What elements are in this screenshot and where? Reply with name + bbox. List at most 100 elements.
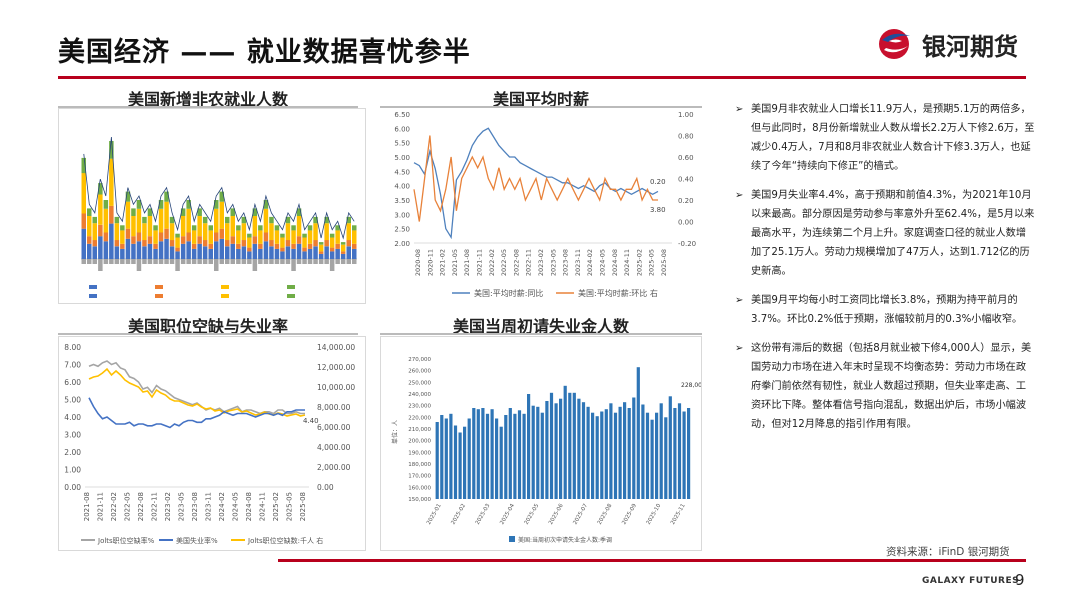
arrow-bullet-icon: ➢ [735, 190, 744, 201]
nfp-bar-segment [291, 230, 296, 244]
nfp-bar-segment [125, 201, 131, 229]
wage-chart-title: 美国平均时薪 [492, 90, 589, 109]
arrow-bullet-icon: ➢ [735, 343, 744, 354]
commentary-item: ➢ 美国9月平均每小时工资同比增长3.8%，预期为持平前月的3.7%。环比0.2%… [735, 291, 1035, 329]
nfp-bar-segment [274, 225, 280, 231]
nfp-bar-segment [109, 141, 114, 159]
nfp-bar-segment [280, 251, 285, 259]
wage-left-tick: 4.50 [394, 168, 410, 176]
wage-x-tick: 2024-11 [623, 249, 631, 276]
claims-y-tick: 150,000 [408, 497, 431, 503]
nfp-bar-segment [142, 246, 147, 259]
nfp-bar-segment [230, 216, 235, 237]
nfp-bar-segment [340, 242, 346, 245]
nfp-bar-segment [329, 237, 335, 248]
nfp-bar-segment [324, 216, 329, 224]
nfp-bar-segment [98, 183, 103, 195]
wage-x-tick: 2021-08 [463, 249, 471, 276]
claims-bar [677, 403, 682, 499]
jolts-x-tick: 2022-11 [151, 492, 159, 521]
nfp-legend-swatch [155, 285, 163, 289]
nfp-bar-segment [208, 225, 213, 231]
nfp-bar-segment [258, 225, 263, 231]
nfp-bar-segment [158, 232, 164, 242]
wage-right-tick: 0.00 [678, 219, 694, 227]
nfp-bar-segment [296, 236, 302, 244]
arrow-bullet-icon: ➢ [735, 295, 744, 306]
nfp-bar-negative [236, 259, 241, 264]
nfp-chart-svg [81, 136, 357, 298]
nfp-bar-segment [302, 237, 307, 248]
nfp-bar-segment [236, 225, 241, 231]
nfp-bar-segment [175, 247, 180, 252]
wage-right-tick: 0.80 [678, 133, 694, 141]
claims-bar [600, 411, 604, 499]
nfp-bar-segment [214, 208, 219, 233]
claims-bar [495, 418, 499, 499]
claims-bar [531, 405, 535, 499]
nfp-bar-segment [81, 213, 86, 229]
nfp-bar-segment [285, 240, 291, 247]
claims-bar [513, 413, 517, 499]
nfp-bar-negative [136, 259, 142, 271]
nfp-bar-segment [120, 230, 125, 244]
nfp-bar-segment [329, 251, 335, 259]
nfp-bar-segment [186, 200, 191, 209]
nfp-bar-segment [241, 216, 247, 224]
nfp-bar-segment [318, 242, 324, 245]
claims-bar [586, 406, 590, 499]
wage-x-tick: 2023-05 [549, 249, 557, 276]
nfp-bar-segment [302, 247, 307, 252]
claims-title-underline [380, 333, 702, 335]
nfp-bar-segment [191, 248, 197, 259]
nfp-bar-segment [318, 253, 324, 259]
nfp-bar-negative [313, 259, 318, 264]
nfp-bar-negative [191, 259, 197, 264]
nfp-bar-segment [136, 208, 142, 233]
nfp-bar-negative [147, 259, 153, 264]
commentary-list: ➢ 美国9月非农就业人口增长11.9万人，是预期5.1万的两倍多，但与此同时，8月… [735, 100, 1035, 444]
nfp-bar-segment [169, 216, 175, 224]
claims-bar [664, 417, 668, 499]
claims-x-tick: 2025-09 [621, 503, 638, 526]
wage-x-tick: 2020-08 [414, 249, 422, 276]
jolts-right-tick: 0.00 [317, 483, 334, 492]
wage-left-tick: 5.00 [394, 154, 410, 162]
nfp-bar-segment [225, 216, 230, 224]
claims-bar [527, 394, 531, 499]
nfp-bar-segment [202, 240, 208, 247]
nfp-bar-segment [236, 248, 241, 259]
nfp-bar-negative [302, 259, 307, 264]
jolts-vacancy-rate-line [88, 360, 305, 415]
wage-x-tick: 2023-08 [562, 249, 570, 276]
wage-x-tick: 2022-11 [525, 249, 533, 276]
nfp-bar-segment [197, 208, 202, 216]
claims-bar [540, 412, 544, 499]
jolts-x-tick: 2021-11 [97, 492, 105, 521]
jolts-left-tick: 8.00 [64, 343, 81, 352]
jolts-x-tick: 2024-02 [218, 492, 226, 521]
nfp-bar-segment [340, 251, 346, 254]
claims-x-tick: 2025-03 [475, 503, 492, 526]
nfp-bar-segment [241, 223, 247, 241]
wage-left-tick: 2.00 [394, 240, 410, 248]
nfp-bar-negative [131, 259, 136, 264]
nfp-bar-segment [175, 237, 180, 248]
claims-x-tick: 2025-01 [426, 503, 443, 526]
wage-x-tick: 2022-02 [488, 249, 496, 276]
claims-y-tick: 230,000 [408, 404, 431, 410]
wage-x-tick: 2022-08 [512, 249, 520, 276]
claims-y-tick: 180,000 [408, 462, 431, 468]
nfp-bar-segment [81, 228, 86, 259]
claims-bar [618, 406, 622, 499]
nfp-bar-segment [258, 230, 263, 244]
wage-legend-mom: 美国:平均时薪:环比 右 [578, 288, 658, 298]
commentary-text: 美国9月失业率4.4%，高于预期和前值4.3%，为2021年10月以来最高。部分… [751, 190, 1035, 277]
wage-chart-svg: 6.50 6.00 5.50 5.00 4.50 4.00 3.50 3.00 2.50 2.00… [394, 111, 696, 298]
nfp-bar-segment [214, 241, 219, 259]
nfp-bar-segment [352, 243, 357, 249]
claims-last-label: 228,000 [681, 382, 701, 389]
nfp-bar-negative [296, 259, 302, 264]
nfp-bar-negative [109, 259, 114, 264]
nfp-bar-segment [269, 223, 274, 241]
